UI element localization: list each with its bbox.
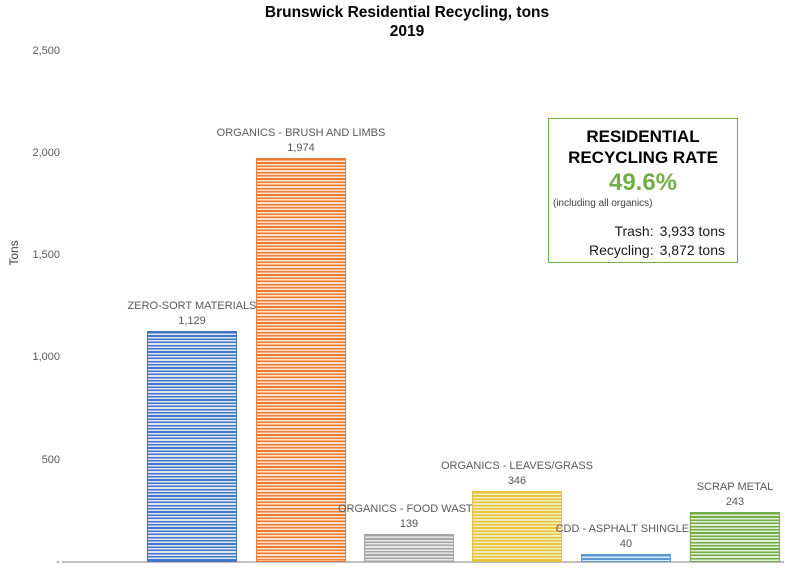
bar-data-label: ORGANICS - BRUSH AND LIMBS 1,974: [191, 126, 411, 156]
chart-title-line2: 2019: [389, 23, 425, 40]
chart-title-line1: Brunswick Residential Recycling, tons: [264, 4, 550, 21]
x-axis-line: [62, 561, 784, 563]
bar-value: 139: [399, 518, 419, 530]
bar: [256, 158, 346, 562]
bar-data-label: ZERO-SORT MATERIALS 1,129: [82, 299, 302, 329]
bar-data-label: ORGANICS - FOOD WASTE 139: [299, 502, 519, 532]
recycling-rate-value: 49.6%: [608, 169, 678, 196]
info-title-line1: RESIDENTIAL: [586, 127, 700, 146]
bar-data-label: ORGANICS - LEAVES/GRASS 346: [407, 459, 627, 489]
bar: [364, 534, 454, 562]
recycling-rate-note: (including all organics): [553, 198, 653, 209]
trash-label: Trash:: [614, 223, 654, 239]
bar-data-label: CDD - ASPHALT SHINGLES 40: [516, 522, 736, 552]
y-tick-label: 2,500: [32, 44, 60, 57]
chart-title: Brunswick Residential Recycling, tons 201…: [29, 3, 785, 41]
bar-value: 40: [619, 538, 633, 550]
trash-value: 3,933 tons: [659, 223, 725, 239]
bar-category-name: ZERO-SORT MATERIALS: [127, 300, 257, 312]
bar: [690, 512, 780, 562]
bar-data-label: SCRAP METAL 243: [625, 480, 785, 510]
bar-value: 243: [725, 496, 745, 508]
bar: [147, 331, 237, 562]
bar: [472, 491, 562, 562]
bar-value: 1,129: [178, 315, 206, 327]
y-tick-label: -: [56, 556, 60, 568]
recycling-stat-row: Recycling: 3,872 tons: [549, 241, 737, 260]
bar: [581, 554, 671, 562]
y-tick-label: 1,000: [32, 351, 60, 364]
bar-category-name: ORGANICS - FOOD WASTE: [338, 503, 480, 515]
recycling-value: 3,872 tons: [659, 242, 725, 258]
trash-stat-row: Trash: 3,933 tons: [549, 222, 737, 241]
bar-value: 1,974: [287, 142, 315, 154]
y-tick-label: 500: [41, 453, 60, 466]
y-tick-label: 2,000: [32, 146, 60, 159]
bar-category-name: ORGANICS - BRUSH AND LIMBS: [216, 127, 386, 139]
bar-category-name: SCRAP METAL: [696, 481, 774, 493]
tonnage-stats: Trash: 3,933 tons Recycling: 3,872 tons: [549, 222, 737, 260]
bar-value: 346: [507, 475, 527, 487]
y-tick-label: 1,500: [32, 249, 60, 262]
info-title-line2: RECYCLING RATE: [568, 148, 718, 167]
recycling-rate-info-box: RESIDENTIAL RECYCLING RATE 49.6% (includi…: [548, 118, 738, 263]
recycling-label: Recycling:: [589, 242, 654, 258]
bar-category-name: CDD - ASPHALT SHINGLES: [555, 523, 697, 535]
bar-category-name: ORGANICS - LEAVES/GRASS: [440, 460, 593, 472]
info-box-title: RESIDENTIAL RECYCLING RATE: [549, 126, 737, 168]
